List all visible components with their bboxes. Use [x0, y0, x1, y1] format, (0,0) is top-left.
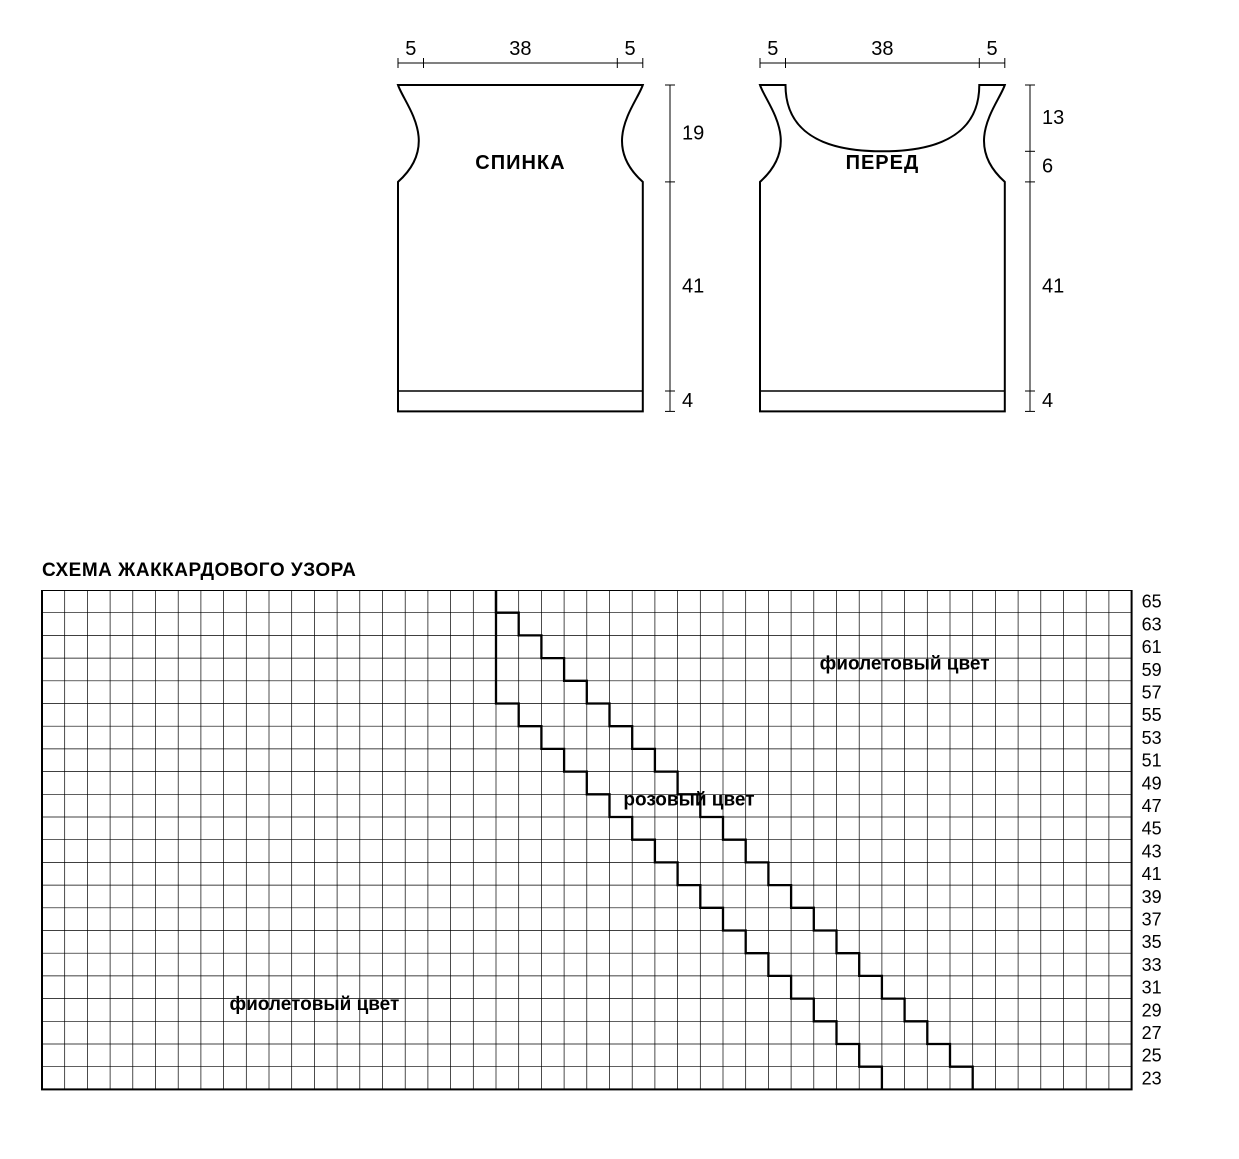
row-number: 43: [1142, 841, 1162, 861]
row-number: 41: [1142, 864, 1162, 884]
front-piece: 5 38 5 13 6 41 4 ПЕРЕД: [760, 38, 1064, 412]
dim-label: 5: [624, 38, 635, 60]
dim-label: 19: [682, 122, 704, 144]
row-number: 57: [1142, 683, 1162, 703]
dim-label: 41: [682, 275, 704, 297]
chart-title: СХЕМА ЖАККАРДОВОГО УЗОРА: [42, 560, 356, 582]
dim-label: 5: [405, 38, 416, 60]
dim-label: 6: [1042, 156, 1053, 178]
back-label: СПИНКА: [475, 152, 565, 174]
dim-label: 13: [1042, 107, 1064, 129]
color-label: фиолетовый цвет: [820, 653, 990, 674]
dim-label: 5: [986, 38, 997, 60]
row-number: 45: [1142, 819, 1162, 839]
dim-label: 41: [1042, 275, 1064, 297]
front-label: ПЕРЕД: [846, 152, 920, 174]
row-number: 51: [1142, 751, 1162, 771]
color-label: розовый цвет: [623, 790, 754, 811]
row-number: 47: [1142, 796, 1162, 816]
row-number: 31: [1142, 978, 1162, 998]
row-number: 23: [1142, 1068, 1162, 1088]
dim-label: 38: [509, 38, 531, 60]
row-number: 49: [1142, 773, 1162, 793]
row-number: 59: [1142, 660, 1162, 680]
row-numbers: 6563615957555351494745434139373533312927…: [1142, 592, 1162, 1089]
back-piece: 5 38 5 19 41 4 СПИНКА: [398, 38, 704, 412]
row-number: 53: [1142, 728, 1162, 748]
dim-label: 4: [682, 390, 693, 412]
front-outline: [760, 85, 1005, 411]
dim-label: 5: [767, 38, 778, 60]
row-number: 25: [1142, 1046, 1162, 1066]
row-number: 55: [1142, 705, 1162, 725]
row-number: 29: [1142, 1000, 1162, 1020]
row-number: 33: [1142, 955, 1162, 975]
row-number: 65: [1142, 592, 1162, 612]
row-number: 63: [1142, 614, 1162, 634]
row-number: 39: [1142, 887, 1162, 907]
page-root: 5 38 5 19 41 4 СПИНКА 5 38 5 13 6 41 4 ПЕРЕД СХЕМА ЖАК…: [0, 0, 1239, 1159]
row-number: 35: [1142, 932, 1162, 952]
dim-label: 38: [871, 38, 893, 60]
color-label: фиолетовый цвет: [229, 994, 399, 1015]
dim-label: 4: [1042, 390, 1053, 412]
row-number: 27: [1142, 1023, 1162, 1043]
row-number: 61: [1142, 637, 1162, 657]
jacquard-chart: 6563615957555351494745434139373533312927…: [0, 590, 1239, 1150]
garment-pieces-diagram: 5 38 5 19 41 4 СПИНКА 5 38 5 13 6 41 4 ПЕРЕД: [0, 0, 1239, 420]
back-outline: [398, 85, 643, 411]
row-number: 37: [1142, 910, 1162, 930]
